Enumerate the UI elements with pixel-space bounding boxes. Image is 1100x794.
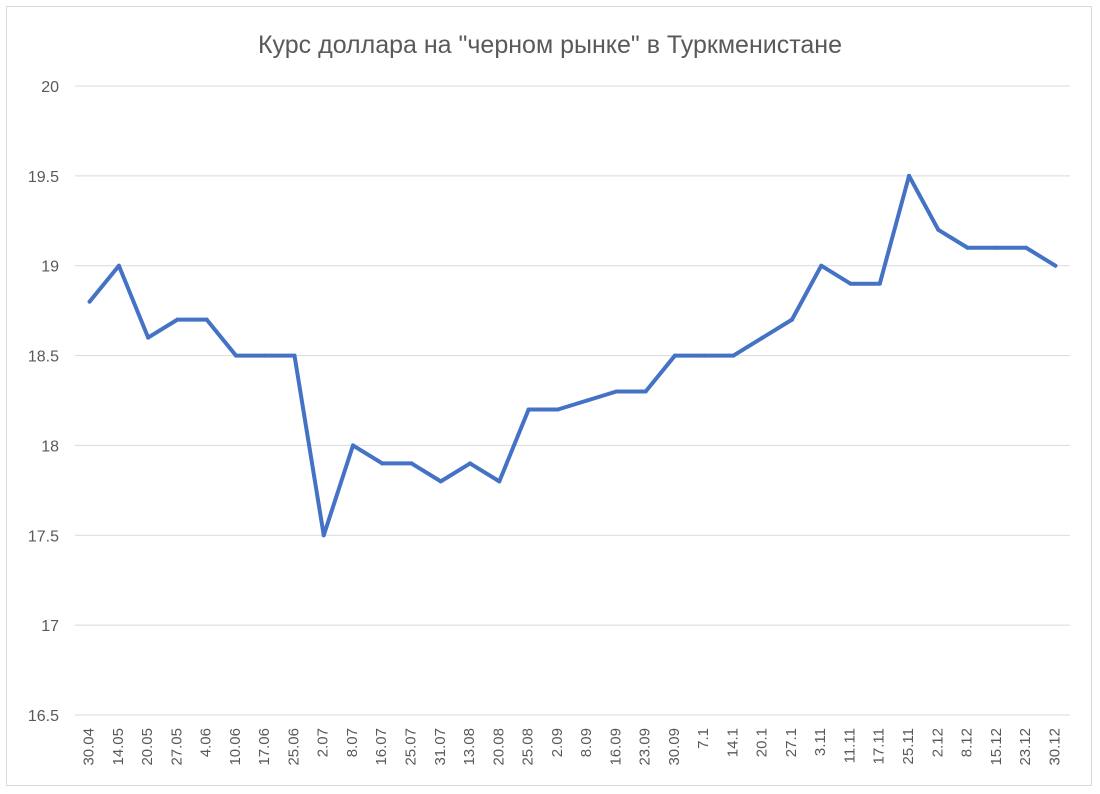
series-layer — [87, 173, 1058, 538]
data-point — [116, 263, 121, 268]
y-tick-label: 17 — [41, 618, 59, 635]
x-tick-label: 14.1 — [724, 728, 741, 757]
x-tick-label: 23.12 — [1017, 728, 1034, 766]
data-point — [994, 245, 999, 250]
data-point — [263, 353, 268, 358]
data-point — [760, 335, 765, 340]
x-tick-label: 16.09 — [607, 728, 624, 766]
data-point — [468, 461, 473, 466]
x-tick-label: 8.07 — [344, 728, 361, 757]
x-axis: 30.04 14.05 20.05 27.05 4.06 10.06 17.06 25.06 2… — [81, 728, 1064, 766]
x-tick-label: 15.12 — [988, 728, 1005, 766]
y-tick-label: 17.5 — [28, 528, 59, 545]
data-point — [789, 317, 794, 322]
grid-layer — [75, 85, 1070, 716]
data-point — [1024, 245, 1029, 250]
data-point — [555, 407, 560, 412]
data-point — [87, 299, 92, 304]
data-point — [819, 263, 824, 268]
x-tick-label: 17.11 — [871, 728, 888, 764]
y-tick-label: 16.5 — [28, 708, 59, 725]
data-point — [233, 353, 238, 358]
data-point — [614, 389, 619, 394]
data-point — [965, 245, 970, 250]
data-point — [936, 227, 941, 232]
data-point — [321, 533, 326, 538]
x-tick-label: 27.1 — [783, 728, 800, 757]
data-point — [409, 461, 414, 466]
x-tick-label: 8.12 — [959, 728, 976, 757]
x-tick-label: 4.06 — [198, 728, 215, 757]
x-tick-label: 25.07 — [403, 728, 420, 766]
x-tick-label: 2.12 — [929, 728, 946, 757]
x-tick-label: 30.04 — [81, 728, 98, 766]
data-point — [204, 317, 209, 322]
x-tick-label: 25.08 — [520, 728, 537, 766]
y-tick-label: 18.5 — [28, 349, 59, 366]
data-point — [672, 353, 677, 358]
x-tick-label: 17.06 — [256, 728, 273, 766]
data-point — [292, 353, 297, 358]
data-point — [146, 335, 151, 340]
x-tick-label: 14.05 — [110, 728, 127, 766]
data-point — [380, 461, 385, 466]
y-tick-label: 20 — [41, 79, 59, 96]
data-point — [877, 281, 882, 286]
x-tick-label: 16.07 — [373, 728, 390, 766]
x-tick-label: 31.07 — [432, 728, 449, 766]
chart-frame — [6, 6, 1092, 786]
x-tick-label: 13.08 — [461, 728, 478, 766]
x-tick-label: 30.09 — [666, 728, 683, 766]
data-point — [438, 479, 443, 484]
data-point — [1053, 263, 1058, 268]
x-tick-label: 23.09 — [637, 728, 654, 766]
x-tick-label: 10.06 — [227, 728, 244, 766]
x-tick-label: 2.07 — [315, 728, 332, 757]
y-tick-label: 19.5 — [28, 169, 59, 186]
data-point — [702, 353, 707, 358]
data-point — [526, 407, 531, 412]
x-tick-label: 30.12 — [1046, 728, 1063, 766]
y-tick-label: 18 — [41, 438, 59, 455]
y-axis: 16.5 17 17.5 18 18.5 19 19.5 20 — [28, 79, 59, 725]
data-point — [731, 353, 736, 358]
data-point — [175, 317, 180, 322]
data-point — [848, 281, 853, 286]
x-tick-label: 7.1 — [695, 728, 712, 749]
x-tick-label: 25.06 — [285, 728, 302, 766]
x-tick-label: 20.08 — [490, 728, 507, 766]
data-point — [643, 389, 648, 394]
series-line — [87, 173, 1058, 538]
x-tick-label: 25.11 — [900, 728, 917, 764]
data-point — [585, 398, 590, 403]
x-tick-label: 8.09 — [578, 728, 595, 757]
chart-title: Курс доллара на "черном рынке" в Туркмен… — [258, 31, 842, 59]
x-tick-label: 11.11 — [841, 728, 858, 763]
data-point — [351, 443, 356, 448]
data-point — [497, 479, 502, 484]
y-tick-label: 19 — [41, 259, 59, 276]
x-tick-label: 2.09 — [549, 728, 566, 757]
x-tick-label: 20.1 — [754, 728, 771, 757]
x-tick-label: 3.11 — [812, 728, 829, 756]
data-point — [907, 173, 912, 178]
x-tick-label: 20.05 — [139, 728, 156, 766]
x-tick-label: 27.05 — [168, 728, 185, 766]
